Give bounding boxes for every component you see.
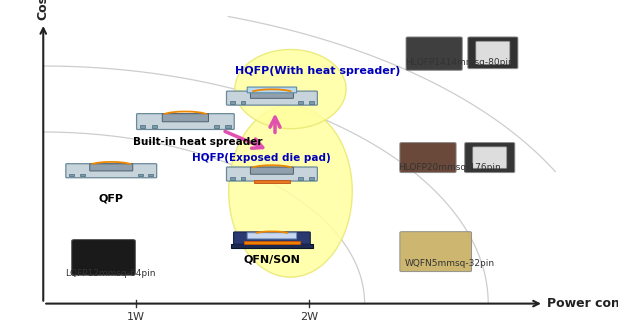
Ellipse shape bbox=[235, 50, 346, 129]
FancyBboxPatch shape bbox=[473, 147, 507, 168]
FancyBboxPatch shape bbox=[72, 240, 135, 275]
Text: Built-in heat spreader: Built-in heat spreader bbox=[133, 137, 263, 147]
FancyBboxPatch shape bbox=[234, 232, 310, 244]
FancyBboxPatch shape bbox=[400, 232, 472, 272]
Bar bbox=[309, 102, 314, 104]
Bar bbox=[140, 125, 145, 128]
Text: QFN/SON: QFN/SON bbox=[243, 255, 300, 265]
Bar bbox=[69, 174, 74, 177]
Text: 1W: 1W bbox=[127, 312, 145, 322]
Bar bbox=[230, 178, 235, 180]
Bar bbox=[138, 174, 143, 177]
Bar bbox=[298, 178, 303, 180]
Bar bbox=[214, 125, 219, 128]
Bar bbox=[309, 178, 314, 180]
Bar bbox=[254, 180, 290, 183]
Bar bbox=[231, 244, 313, 248]
FancyBboxPatch shape bbox=[400, 143, 456, 173]
Bar bbox=[151, 125, 157, 128]
Text: Power consumption: Power consumption bbox=[547, 297, 618, 310]
FancyBboxPatch shape bbox=[406, 37, 462, 70]
FancyBboxPatch shape bbox=[247, 233, 297, 239]
FancyBboxPatch shape bbox=[465, 143, 515, 173]
Ellipse shape bbox=[229, 106, 352, 277]
Text: HQFP(With heat spreader): HQFP(With heat spreader) bbox=[235, 66, 400, 76]
FancyBboxPatch shape bbox=[137, 114, 234, 129]
Text: 2W: 2W bbox=[300, 312, 318, 322]
FancyBboxPatch shape bbox=[250, 91, 294, 98]
Bar bbox=[226, 125, 231, 128]
Text: HLOFP20mmsq-176pin: HLOFP20mmsq-176pin bbox=[399, 163, 501, 172]
Bar bbox=[298, 102, 303, 104]
FancyBboxPatch shape bbox=[250, 167, 294, 174]
Text: LQFP12mmsq-64pin: LQFP12mmsq-64pin bbox=[65, 269, 155, 278]
FancyBboxPatch shape bbox=[90, 164, 133, 171]
Text: Cost: Cost bbox=[36, 0, 50, 20]
FancyBboxPatch shape bbox=[247, 87, 297, 93]
FancyBboxPatch shape bbox=[226, 167, 318, 181]
Bar bbox=[230, 102, 235, 104]
Text: HQFP(Exposed die pad): HQFP(Exposed die pad) bbox=[192, 153, 331, 163]
Text: QFP: QFP bbox=[99, 193, 124, 203]
Bar bbox=[148, 174, 153, 177]
FancyBboxPatch shape bbox=[66, 164, 157, 178]
Bar bbox=[240, 102, 245, 104]
FancyBboxPatch shape bbox=[226, 91, 318, 105]
FancyBboxPatch shape bbox=[468, 37, 518, 69]
Bar bbox=[240, 178, 245, 180]
FancyBboxPatch shape bbox=[163, 114, 208, 122]
Text: WQFN5mmsq-32pin: WQFN5mmsq-32pin bbox=[405, 259, 495, 268]
Bar bbox=[80, 174, 85, 177]
FancyBboxPatch shape bbox=[476, 41, 510, 64]
Text: HLQFP1414mmsq-80pin: HLQFP1414mmsq-80pin bbox=[405, 58, 514, 67]
Bar bbox=[244, 241, 300, 244]
